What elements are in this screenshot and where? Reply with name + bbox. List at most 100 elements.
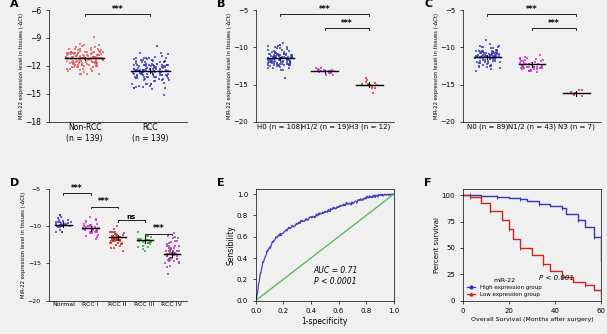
Point — [276, 55, 285, 60]
Point — [58, 218, 67, 223]
Point — [158, 78, 168, 83]
Point — [135, 239, 144, 244]
Point — [135, 71, 145, 76]
Point — [79, 42, 89, 48]
Point — [517, 67, 527, 72]
Point — [493, 44, 503, 49]
Point — [115, 234, 125, 239]
Point — [269, 52, 279, 57]
Point — [263, 43, 273, 49]
Point — [158, 76, 168, 81]
Point — [146, 81, 155, 87]
Point — [535, 52, 544, 58]
Text: F: F — [424, 178, 432, 188]
Point — [474, 64, 484, 69]
Point — [157, 72, 166, 78]
Point — [284, 48, 294, 54]
Point — [63, 52, 72, 58]
Point — [475, 54, 484, 59]
Point — [480, 57, 490, 62]
Point — [92, 61, 101, 66]
Point — [284, 57, 294, 62]
Point — [160, 65, 170, 70]
Point — [163, 257, 173, 262]
Point — [91, 56, 101, 61]
Point — [88, 64, 98, 69]
Point — [78, 226, 88, 232]
Point — [281, 52, 291, 57]
Point — [63, 51, 72, 57]
Point — [98, 57, 107, 62]
Point — [56, 220, 66, 226]
Point — [63, 220, 73, 226]
Point — [72, 64, 82, 69]
Point — [266, 53, 276, 58]
Point — [163, 233, 173, 239]
Text: ***: *** — [98, 197, 110, 206]
Point — [475, 54, 485, 59]
Point — [64, 50, 74, 55]
Point — [91, 236, 101, 241]
Point — [143, 233, 153, 239]
Point — [268, 54, 278, 60]
Point — [72, 45, 81, 50]
Point — [566, 89, 575, 95]
Point — [483, 64, 492, 70]
Point — [577, 93, 587, 99]
Point — [75, 72, 85, 77]
Point — [495, 65, 504, 71]
Point — [281, 52, 291, 57]
Point — [326, 69, 336, 74]
Point — [269, 61, 279, 66]
Point — [487, 49, 497, 54]
Point — [63, 217, 72, 222]
Point — [93, 53, 103, 58]
Point — [61, 222, 70, 227]
Point — [161, 55, 171, 60]
Point — [282, 57, 292, 63]
Point — [77, 60, 87, 66]
Point — [67, 59, 76, 65]
Point — [84, 62, 94, 67]
Point — [325, 68, 334, 73]
Point — [89, 49, 99, 55]
Point — [87, 68, 97, 73]
Point — [522, 55, 532, 61]
Point — [282, 56, 292, 61]
Point — [129, 86, 138, 91]
Point — [87, 59, 97, 65]
Point — [62, 51, 72, 56]
Point — [367, 83, 377, 89]
Point — [270, 50, 280, 55]
Point — [75, 47, 85, 52]
Point — [165, 263, 175, 269]
Point — [166, 246, 176, 252]
Point — [162, 253, 172, 258]
Point — [118, 232, 128, 238]
Point — [91, 217, 101, 222]
Point — [86, 229, 96, 234]
Point — [478, 44, 488, 49]
Point — [271, 51, 281, 56]
Point — [169, 253, 178, 258]
Point — [170, 238, 180, 244]
Point — [56, 222, 66, 227]
Point — [167, 255, 177, 261]
Point — [486, 52, 496, 58]
Point — [137, 69, 147, 75]
Text: C: C — [424, 0, 432, 9]
Point — [164, 77, 174, 82]
Point — [52, 222, 61, 227]
Point — [282, 62, 292, 67]
Point — [91, 229, 101, 234]
Point — [275, 42, 285, 47]
Point — [108, 238, 118, 243]
Point — [164, 248, 174, 253]
Point — [485, 56, 495, 61]
Point — [70, 63, 80, 68]
Point — [475, 61, 484, 66]
Point — [94, 48, 104, 54]
Point — [149, 78, 159, 84]
Point — [138, 70, 148, 75]
Point — [79, 224, 89, 229]
